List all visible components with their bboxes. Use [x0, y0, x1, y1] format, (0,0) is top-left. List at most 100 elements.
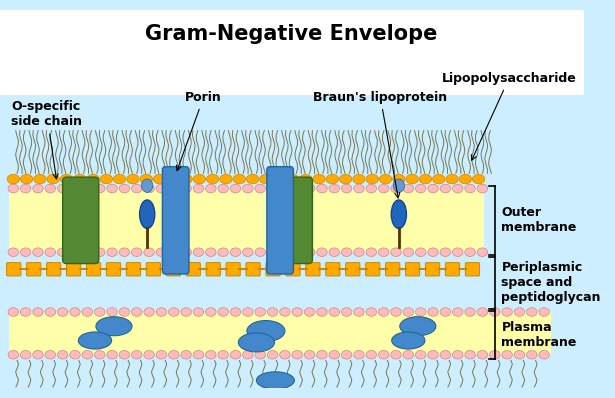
FancyBboxPatch shape	[66, 263, 81, 276]
Ellipse shape	[403, 184, 413, 193]
Ellipse shape	[419, 174, 432, 184]
Ellipse shape	[354, 248, 364, 256]
Ellipse shape	[300, 174, 312, 184]
Ellipse shape	[329, 248, 339, 256]
Ellipse shape	[205, 248, 216, 256]
Ellipse shape	[403, 308, 413, 316]
Ellipse shape	[292, 184, 303, 193]
Ellipse shape	[243, 308, 253, 316]
Ellipse shape	[107, 248, 117, 256]
Ellipse shape	[45, 184, 55, 193]
Ellipse shape	[428, 308, 438, 316]
Ellipse shape	[428, 351, 438, 359]
Ellipse shape	[465, 248, 475, 256]
Ellipse shape	[446, 174, 458, 184]
Ellipse shape	[432, 174, 445, 184]
FancyBboxPatch shape	[246, 263, 260, 276]
Ellipse shape	[465, 184, 475, 193]
Ellipse shape	[243, 248, 253, 256]
Ellipse shape	[107, 351, 117, 359]
Ellipse shape	[69, 351, 80, 359]
Ellipse shape	[8, 351, 18, 359]
Ellipse shape	[78, 332, 111, 349]
Ellipse shape	[539, 351, 549, 359]
Ellipse shape	[268, 248, 278, 256]
Ellipse shape	[526, 308, 537, 316]
Ellipse shape	[127, 174, 139, 184]
Ellipse shape	[255, 351, 266, 359]
Ellipse shape	[82, 351, 93, 359]
FancyBboxPatch shape	[466, 263, 480, 276]
Ellipse shape	[428, 248, 438, 256]
Ellipse shape	[477, 308, 488, 316]
Ellipse shape	[465, 308, 475, 316]
Ellipse shape	[256, 372, 295, 389]
FancyBboxPatch shape	[346, 263, 360, 276]
FancyBboxPatch shape	[226, 263, 240, 276]
Ellipse shape	[95, 351, 105, 359]
Text: Lipopolysaccharide: Lipopolysaccharide	[442, 72, 576, 160]
Ellipse shape	[156, 308, 167, 316]
Ellipse shape	[144, 184, 154, 193]
Bar	[0, 10, 584, 96]
Ellipse shape	[95, 184, 105, 193]
Ellipse shape	[502, 351, 512, 359]
Ellipse shape	[82, 308, 93, 316]
Ellipse shape	[353, 174, 365, 184]
Ellipse shape	[220, 174, 232, 184]
Ellipse shape	[329, 184, 339, 193]
Ellipse shape	[416, 351, 426, 359]
Ellipse shape	[107, 308, 117, 316]
Ellipse shape	[156, 248, 167, 256]
Ellipse shape	[45, 248, 55, 256]
Ellipse shape	[144, 351, 154, 359]
Ellipse shape	[69, 248, 80, 256]
FancyBboxPatch shape	[87, 263, 101, 276]
Ellipse shape	[243, 351, 253, 359]
Ellipse shape	[406, 174, 418, 184]
Ellipse shape	[156, 351, 167, 359]
Ellipse shape	[366, 174, 378, 184]
Ellipse shape	[34, 174, 46, 184]
Ellipse shape	[354, 351, 364, 359]
Ellipse shape	[292, 351, 303, 359]
Ellipse shape	[304, 351, 315, 359]
FancyBboxPatch shape	[7, 263, 21, 276]
Text: Gram-Negative Envelope: Gram-Negative Envelope	[145, 24, 438, 44]
FancyBboxPatch shape	[326, 263, 340, 276]
Ellipse shape	[181, 351, 191, 359]
Ellipse shape	[354, 184, 364, 193]
FancyBboxPatch shape	[186, 263, 200, 276]
Ellipse shape	[339, 174, 352, 184]
Ellipse shape	[57, 308, 68, 316]
Ellipse shape	[268, 184, 278, 193]
Ellipse shape	[169, 351, 179, 359]
Ellipse shape	[378, 351, 389, 359]
Ellipse shape	[453, 248, 463, 256]
Ellipse shape	[292, 248, 303, 256]
FancyBboxPatch shape	[106, 263, 121, 276]
Ellipse shape	[169, 248, 179, 256]
Ellipse shape	[459, 174, 472, 184]
Ellipse shape	[167, 174, 179, 184]
Ellipse shape	[477, 248, 488, 256]
Ellipse shape	[193, 174, 205, 184]
Text: Outer
membrane: Outer membrane	[501, 206, 577, 234]
Ellipse shape	[341, 184, 352, 193]
Ellipse shape	[47, 174, 60, 184]
Ellipse shape	[180, 174, 192, 184]
Ellipse shape	[366, 308, 376, 316]
Ellipse shape	[317, 351, 327, 359]
Ellipse shape	[181, 248, 191, 256]
Ellipse shape	[366, 184, 376, 193]
Ellipse shape	[403, 248, 413, 256]
Ellipse shape	[472, 174, 485, 184]
Ellipse shape	[477, 351, 488, 359]
Ellipse shape	[230, 308, 240, 316]
Ellipse shape	[205, 351, 216, 359]
FancyBboxPatch shape	[386, 263, 400, 276]
Ellipse shape	[317, 248, 327, 256]
Ellipse shape	[107, 184, 117, 193]
Ellipse shape	[193, 351, 204, 359]
Ellipse shape	[33, 184, 43, 193]
